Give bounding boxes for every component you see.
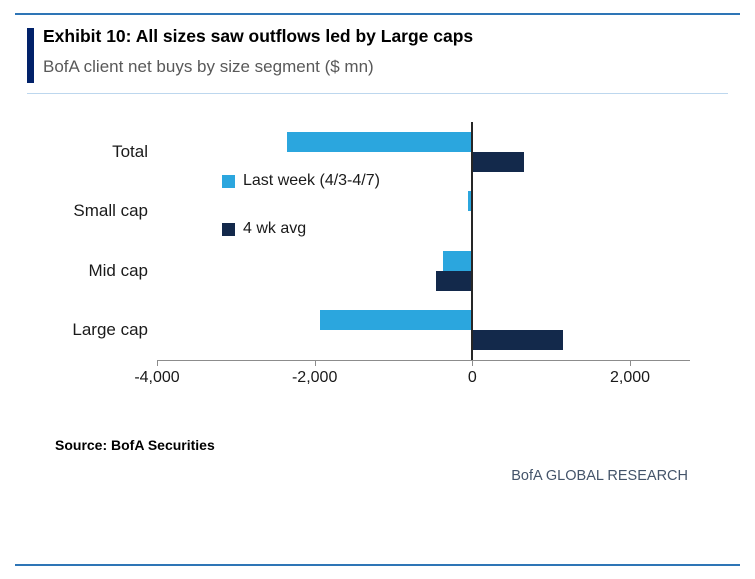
bottom-rule <box>15 564 740 566</box>
chart-legend: Last week (4/3-4/7) 4 wk avg <box>222 172 380 268</box>
exhibit-title: Exhibit 10: All sizes saw outflows led b… <box>43 26 474 46</box>
x-tick-mark <box>472 361 474 366</box>
category-label: Total <box>112 141 148 161</box>
x-tick-label: 0 <box>467 369 477 386</box>
bar-small-cap-s0 <box>467 191 473 212</box>
legend-label: Last week (4/3-4/7) <box>243 172 380 189</box>
legend-swatch-icon <box>222 222 235 236</box>
bar-total-s1 <box>472 151 524 172</box>
x-axis-line <box>157 360 690 361</box>
legend-item: 4 wk avg <box>222 220 380 238</box>
x-tick-mark <box>630 361 631 366</box>
exhibit-subtitle: BofA client net buys by size segment ($ … <box>43 57 374 76</box>
x-tick-label: -4,000 <box>134 369 180 386</box>
legend-label: 4 wk avg <box>243 220 307 237</box>
title-accent-bar <box>27 28 34 83</box>
y-axis-category-labels: Total Small cap Mid cap Large cap <box>30 122 148 360</box>
source-note: Source: BofA Securities <box>55 437 215 453</box>
x-axis-ticks: -4,000 -2,000 0 2,000 <box>134 360 650 394</box>
plot-area <box>157 122 630 361</box>
brand-footer: BofA GLOBAL RESEARCH <box>511 468 688 484</box>
bar-large-cap-s1 <box>472 330 563 351</box>
zero-axis-line <box>471 122 474 361</box>
bar-total-s0 <box>287 131 473 152</box>
bar-mid-cap-s1 <box>436 270 473 291</box>
x-tick-label: 2,000 <box>609 369 651 386</box>
header-underline <box>27 93 728 94</box>
category-label: Mid cap <box>88 260 148 280</box>
bar-mid-cap-s0 <box>443 250 473 271</box>
legend-item: Last week (4/3-4/7) <box>222 172 380 190</box>
x-tick-mark <box>314 361 316 366</box>
category-label: Small cap <box>73 201 148 221</box>
x-tick-label: -2,000 <box>291 369 338 386</box>
legend-swatch-icon <box>222 174 235 188</box>
category-label: Large cap <box>72 320 148 340</box>
top-rule <box>15 13 740 15</box>
bar-large-cap-s0 <box>320 310 473 331</box>
x-tick-mark <box>157 361 158 366</box>
